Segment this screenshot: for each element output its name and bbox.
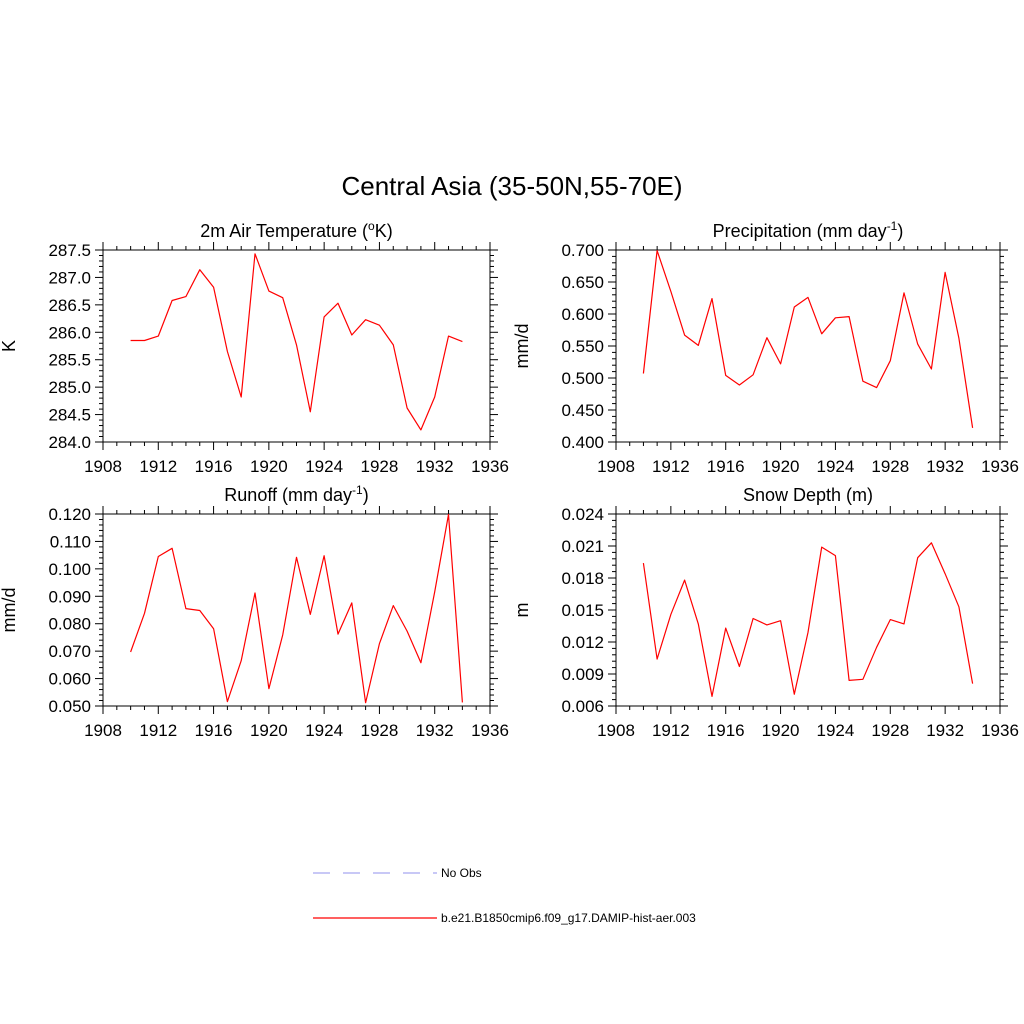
air-temperature-y-tick-label: 287.0 <box>48 268 91 287</box>
air-temperature-x-tick-label: 1916 <box>195 457 233 476</box>
precipitation-y-tick-label: 0.650 <box>561 273 604 292</box>
air-temperature-y-tick-label: 284.0 <box>48 433 91 452</box>
runoff-y-tick-label: 0.090 <box>48 587 91 606</box>
snow-depth-y-tick-label: 0.009 <box>561 665 604 684</box>
precipitation-plot-frame <box>615 249 1001 443</box>
snow-depth-x-tick-label: 1932 <box>926 721 964 740</box>
snow-depth-plot-frame <box>615 513 1001 707</box>
precipitation-x-tick-label: 1932 <box>926 457 964 476</box>
snow-depth-x-tick-label: 1924 <box>817 721 855 740</box>
precipitation-y-tick-label: 0.600 <box>561 305 604 324</box>
snow-depth-x-tick-label: 1912 <box>652 721 690 740</box>
panel-snow-depth: Snow Depth (m) m 1908 1912 1916 1920 1924 1928 1… <box>512 485 1019 740</box>
legend: No Obs b.e21.B1850cmip6.f09_g17.DAMIP-hi… <box>313 866 696 925</box>
precipitation-y-tick-label: 0.700 <box>561 241 604 260</box>
air-temperature-y-axis-label: K <box>0 340 19 352</box>
air-temperature-x-tick-label: 1920 <box>250 457 288 476</box>
snow-depth-x-tick-label: 1920 <box>762 721 800 740</box>
snow-depth-y-tick-label: 0.006 <box>561 697 604 716</box>
air-temperature-y-tick-label: 285.0 <box>48 378 91 397</box>
air-temperature-x-tick-label: 1928 <box>361 457 399 476</box>
precipitation-x-tick-label: 1908 <box>597 457 635 476</box>
snow-depth-y-tick-label: 0.012 <box>561 633 604 652</box>
precipitation-x-tick-label: 1936 <box>981 457 1019 476</box>
air-temperature-y-tick-label: 287.5 <box>48 241 91 260</box>
precipitation-x-tick-label: 1928 <box>871 457 909 476</box>
precipitation-title: Precipitation (mm day-1) <box>713 219 904 241</box>
snow-depth-x-tick-label: 1928 <box>871 721 909 740</box>
runoff-x-tick-label: 1908 <box>84 721 122 740</box>
air-temperature-series-line <box>130 253 463 431</box>
precipitation-y-tick-label: 0.550 <box>561 337 604 356</box>
air-temperature-y-tick-label: 286.5 <box>48 296 91 315</box>
runoff-x-tick-label: 1924 <box>305 721 343 740</box>
precipitation-x-tick-label: 1924 <box>817 457 855 476</box>
snow-depth-y-axis-label: m <box>512 603 532 618</box>
precipitation-x-tick-label: 1916 <box>707 457 745 476</box>
legend-no-obs-label: No Obs <box>441 866 482 880</box>
snow-depth-y-tick-label: 0.015 <box>561 601 604 620</box>
precipitation-y-tick-label: 0.500 <box>561 369 604 388</box>
runoff-plot-frame <box>102 513 491 707</box>
runoff-y-axis-label: mm/d <box>0 588 19 633</box>
runoff-y-tick-label: 0.060 <box>48 670 91 689</box>
precipitation-x-tick-label: 1912 <box>652 457 690 476</box>
panel-precipitation: Precipitation (mm day-1) mm/d 1908 1912 1916… <box>512 219 1019 476</box>
runoff-x-tick-label: 1932 <box>416 721 454 740</box>
snow-depth-y-tick-label: 0.024 <box>561 505 604 524</box>
air-temperature-x-tick-label: 1908 <box>84 457 122 476</box>
snow-depth-y-tick-label: 0.018 <box>561 569 604 588</box>
panel-air-temperature: 2m Air Temperature (oK) K 1908 1912 1916 1920… <box>0 219 509 476</box>
snow-depth-title: Snow Depth (m) <box>743 485 873 505</box>
air-temperature-x-tick-label: 1924 <box>305 457 343 476</box>
runoff-title: Runoff (mm day-1) <box>224 483 368 505</box>
runoff-y-tick-label: 0.120 <box>48 505 91 524</box>
runoff-x-tick-label: 1916 <box>195 721 233 740</box>
panel-runoff: Runoff (mm day-1) mm/d 1908 1912 1916 1920 192… <box>0 483 509 740</box>
runoff-x-tick-label: 1928 <box>361 721 399 740</box>
runoff-x-tick-label: 1936 <box>471 721 509 740</box>
snow-depth-series-line <box>642 542 974 698</box>
runoff-y-tick-label: 0.100 <box>48 560 91 579</box>
runoff-y-tick-label: 0.070 <box>48 642 91 661</box>
runoff-x-tick-label: 1920 <box>250 721 288 740</box>
runoff-x-tick-label: 1912 <box>139 721 177 740</box>
precipitation-y-axis-label: mm/d <box>512 324 532 369</box>
air-temperature-y-tick-label: 285.5 <box>48 351 91 370</box>
snow-depth-x-tick-label: 1908 <box>597 721 635 740</box>
snow-depth-y-tick-label: 0.021 <box>561 537 604 556</box>
snow-depth-x-tick-label: 1916 <box>707 721 745 740</box>
precipitation-y-tick-label: 0.450 <box>561 401 604 420</box>
legend-model-label: b.e21.B1850cmip6.f09_g17.DAMIP-hist-aer.… <box>441 911 696 925</box>
precipitation-series-line <box>642 250 974 428</box>
air-temperature-y-tick-label: 286.0 <box>48 323 91 342</box>
air-temperature-x-tick-label: 1936 <box>471 457 509 476</box>
runoff-series-line <box>130 513 463 704</box>
figure-title: Central Asia (35-50N,55-70E) <box>341 171 682 201</box>
runoff-y-tick-label: 0.050 <box>48 697 91 716</box>
runoff-y-tick-label: 0.080 <box>48 615 91 634</box>
air-temperature-x-tick-label: 1932 <box>416 457 454 476</box>
precipitation-y-tick-label: 0.400 <box>561 433 604 452</box>
air-temperature-y-tick-label: 284.5 <box>48 406 91 425</box>
air-temperature-title: 2m Air Temperature (oK) <box>200 219 392 241</box>
runoff-y-tick-label: 0.110 <box>50 532 91 551</box>
precipitation-x-tick-label: 1920 <box>762 457 800 476</box>
snow-depth-x-tick-label: 1936 <box>981 721 1019 740</box>
air-temperature-x-tick-label: 1912 <box>139 457 177 476</box>
